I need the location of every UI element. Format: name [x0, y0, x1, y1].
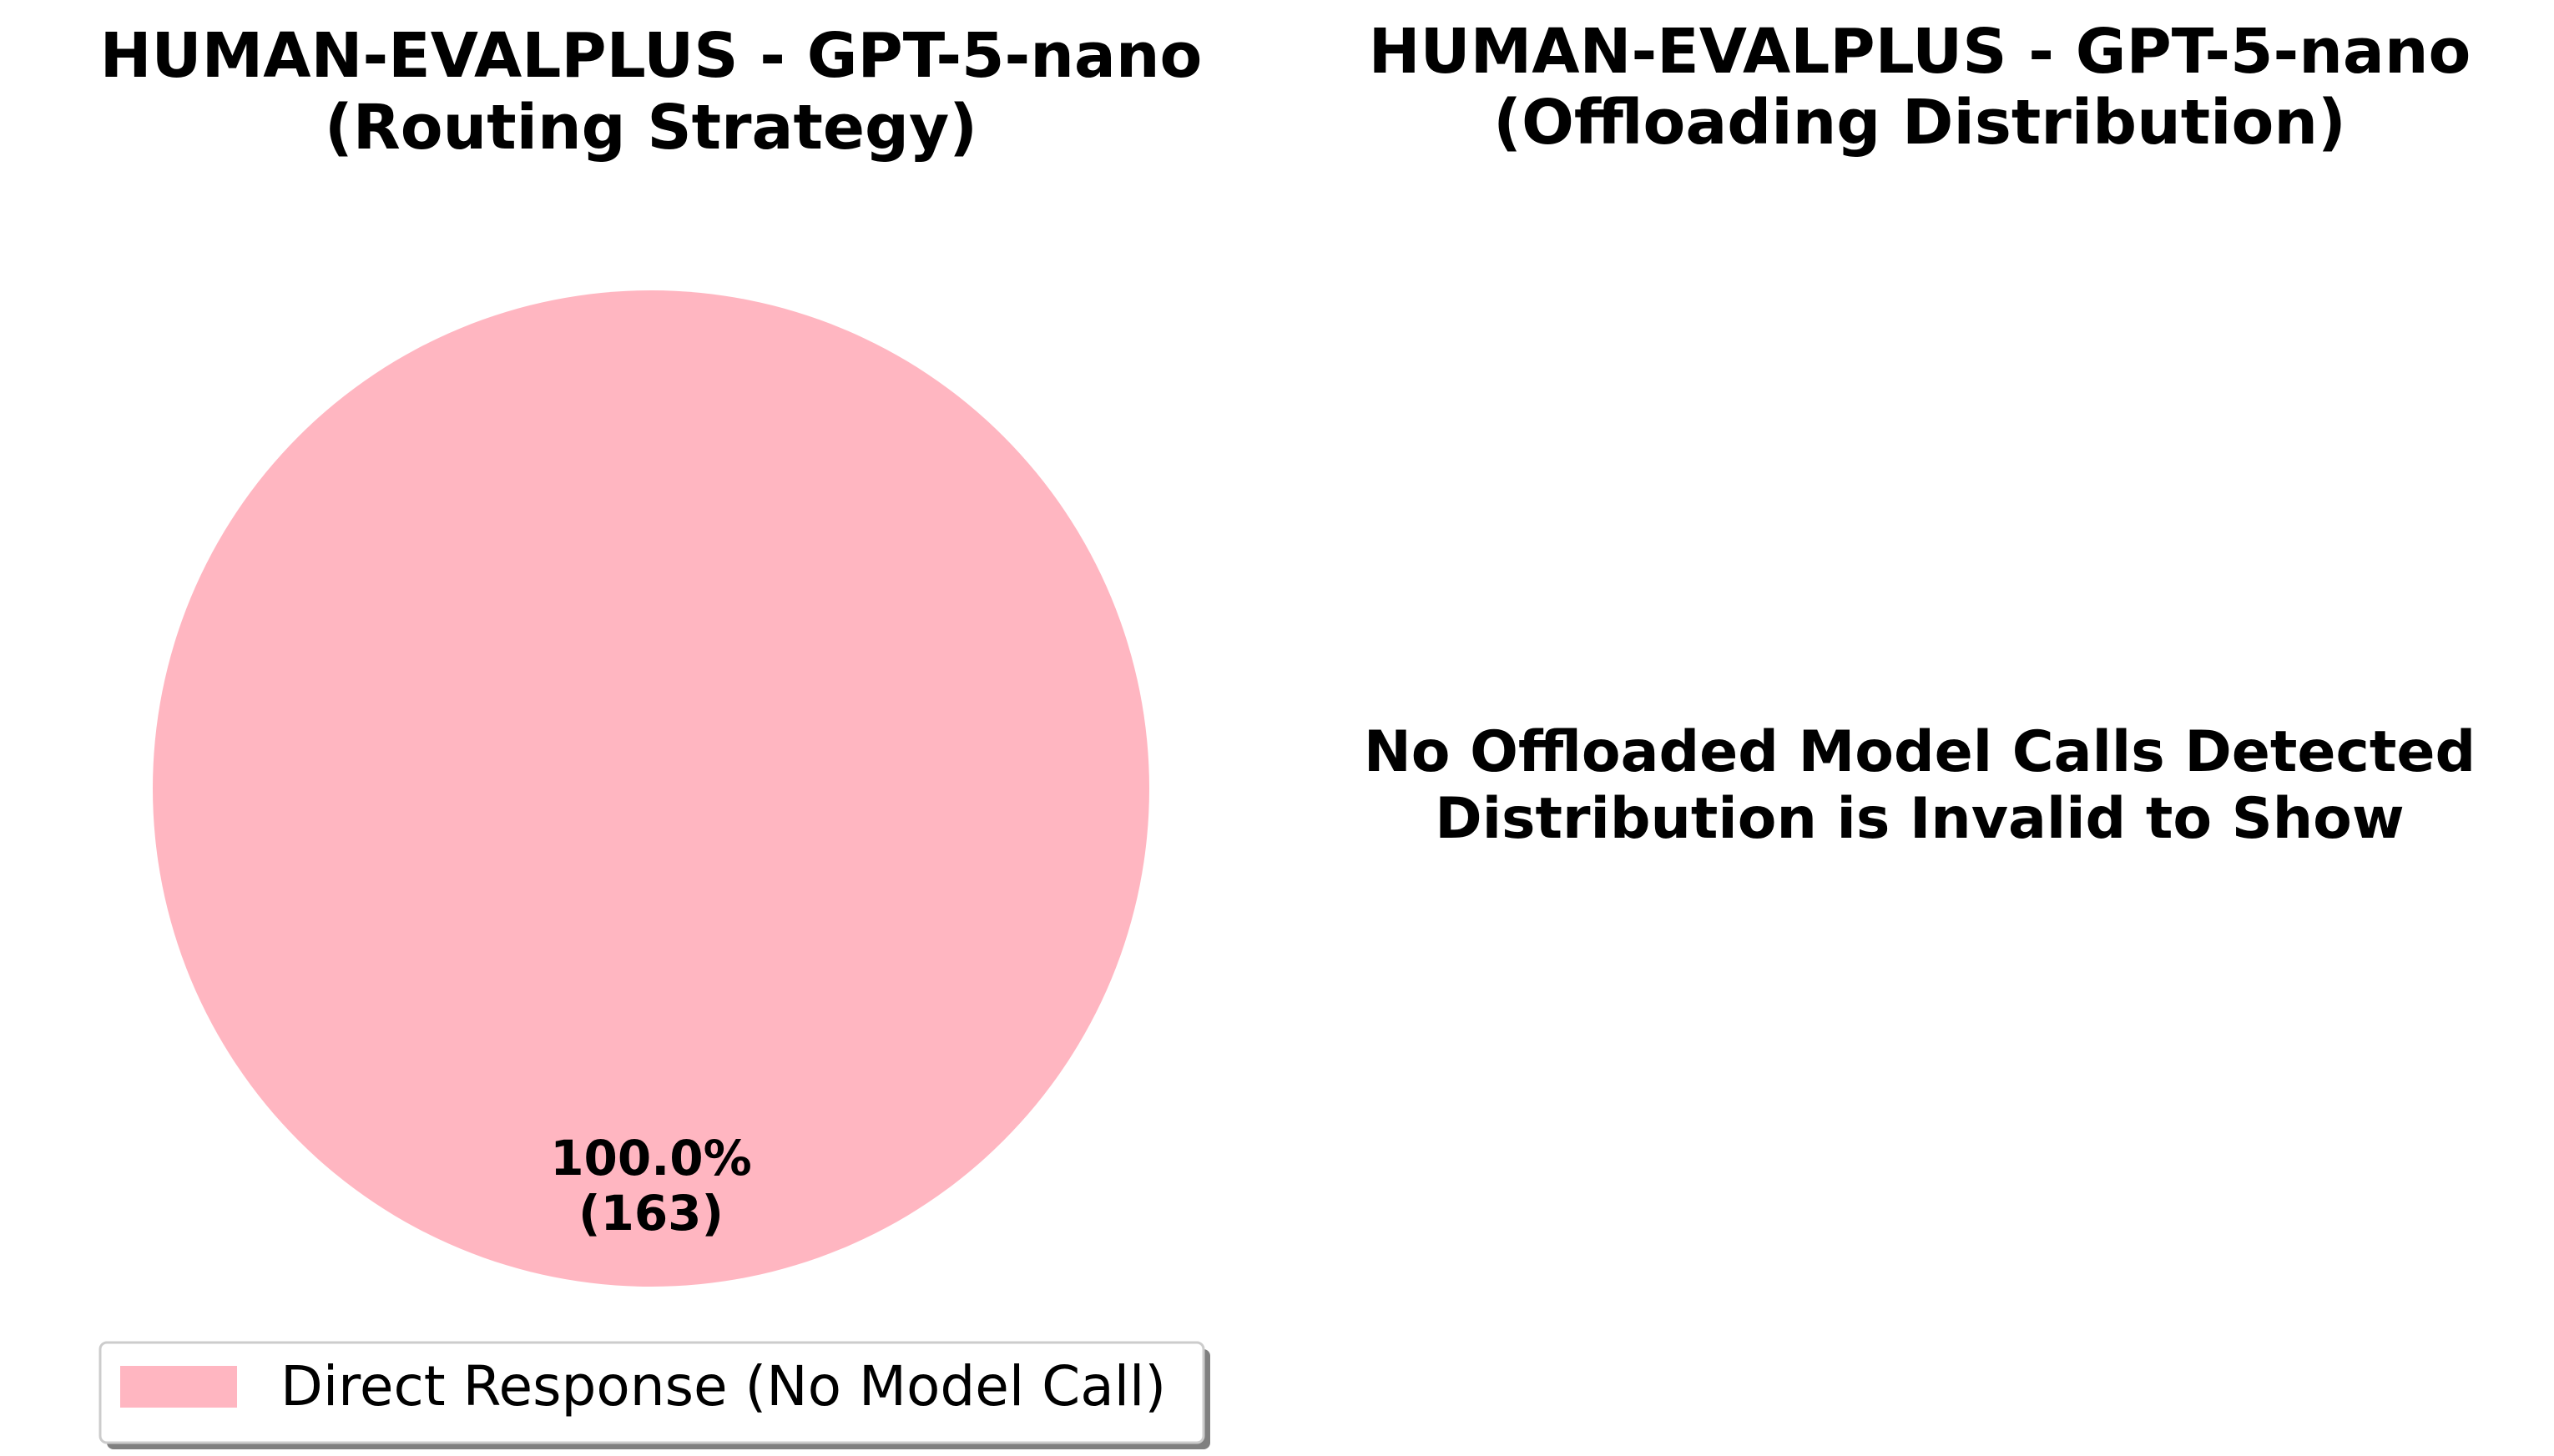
- legend-label-direct-response: Direct Response (No Model Call): [280, 1354, 1166, 1418]
- routing-pie: [153, 290, 1149, 1287]
- offloading-distribution-panel: HUMAN-EVALPLUS - GPT-5-nano (Offloading …: [1364, 16, 2476, 852]
- no-data-message-line-2: Distribution is Invalid to Show: [1435, 786, 2404, 852]
- routing-legend: Direct Response (No Model Call): [98, 1341, 1210, 1449]
- routing-chart-title: HUMAN-EVALPLUS - GPT-5-nano: [100, 20, 1203, 92]
- no-data-message-line-1: No Offloaded Model Calls Detected: [1364, 719, 2476, 785]
- legend-box: [98, 1341, 1205, 1444]
- routing-chart-subtitle: (Routing Strategy): [325, 92, 977, 164]
- routing-slice-percent-label: 100.0%: [550, 1130, 752, 1186]
- offloading-chart-subtitle: (Offloading Distribution): [1493, 87, 2346, 159]
- legend-swatch-direct-response: [120, 1366, 237, 1408]
- pie-slice-0: [153, 290, 1149, 1287]
- offloading-chart-title: HUMAN-EVALPLUS - GPT-5-nano: [1369, 16, 2471, 88]
- routing-slice-count-label: (163): [578, 1185, 724, 1242]
- routing-strategy-panel: HUMAN-EVALPLUS - GPT-5-nano (Routing Str…: [98, 20, 1210, 1449]
